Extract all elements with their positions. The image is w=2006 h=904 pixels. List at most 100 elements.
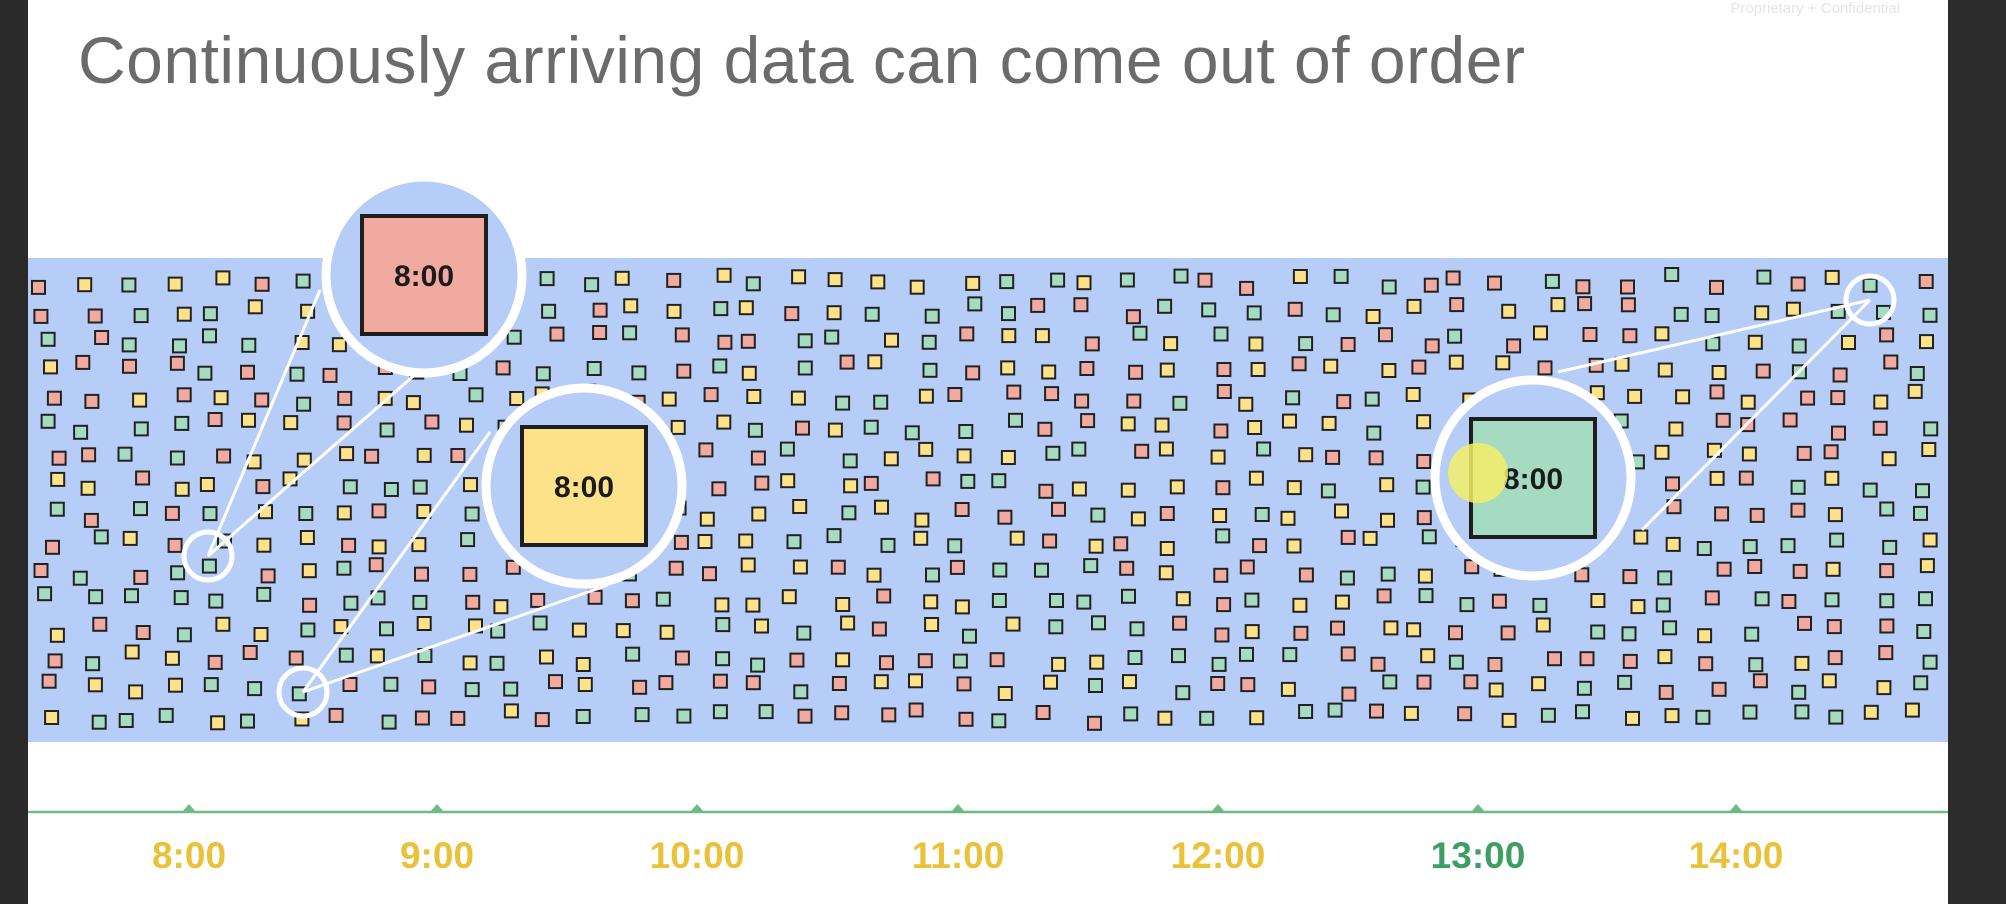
data-element [241,337,257,353]
data-element [1872,420,1888,436]
data-element [493,599,509,615]
zoom-callouts: 8:00 8:00 8:00 [321,172,1636,589]
data-element [921,334,937,350]
data-element [1216,362,1232,377]
data-element [796,625,812,641]
data-element [1076,594,1092,610]
data-element [1621,626,1637,642]
data-element [1250,362,1266,377]
data-element [215,270,231,286]
source-ring [1843,273,1897,327]
data-element [1157,298,1173,314]
data-element [295,273,311,289]
data-element [1550,297,1566,313]
data-element [790,390,806,406]
data-element [577,677,593,692]
data-element [1368,450,1384,466]
data-element [1830,390,1846,406]
data-element [1698,656,1714,672]
data-element [169,450,185,466]
data-element [575,657,591,672]
data-element [1415,479,1431,495]
data-element [1199,710,1215,726]
data-element [241,412,256,428]
data-element [343,595,359,611]
data-element [714,597,730,613]
data-element [328,707,344,723]
data-element [864,306,880,322]
data-element [1383,620,1399,636]
data-element [122,530,138,546]
data-element [991,713,1007,729]
data-element [539,271,555,287]
data-element [1876,680,1892,696]
data-element [747,422,763,438]
data-element [331,337,347,353]
data-element [780,473,796,489]
data-element [1445,270,1461,286]
data-element [789,652,805,668]
data-element [1298,447,1314,463]
tick-mark [1211,804,1225,812]
data-element [216,448,232,464]
data-element [614,270,630,286]
data-element [1913,675,1929,691]
data-element [1664,708,1680,724]
data-element [1087,715,1102,731]
data-element [33,563,49,578]
data-element [462,655,478,671]
data-element [416,616,432,631]
data-element [495,360,511,376]
data-element [1447,328,1463,344]
data-element [135,470,151,486]
data-element [1159,362,1175,378]
data-element [164,650,180,666]
data-element [1714,506,1730,522]
data-element [712,704,728,720]
data-element [1620,279,1635,295]
data-element [1918,591,1933,607]
data-element [339,446,355,462]
data-element [464,682,480,698]
data-element [1464,559,1480,575]
data-element [740,557,756,573]
data-element [698,442,714,458]
data-element [254,392,270,408]
data-element [1369,703,1384,719]
data-element [201,558,217,574]
data-element [1544,273,1560,289]
data-element [1625,710,1640,726]
data-element [240,713,255,729]
data-element [1071,481,1087,497]
data-element [1487,275,1502,291]
data-element [741,365,757,381]
data-element [1119,272,1135,288]
data-element [301,563,317,579]
data-element [1744,626,1760,642]
data-element [1298,704,1314,719]
data-element [571,622,587,638]
data-element [1791,684,1807,700]
data-element [541,303,557,319]
data-element [1050,272,1066,288]
data-element [1292,597,1308,613]
data-element [1287,301,1303,317]
connector-line [206,289,322,557]
data-element [450,448,466,463]
data-element [1416,414,1432,430]
data-element [781,589,797,605]
data-element [168,677,183,693]
data-element [1501,303,1517,319]
data-element [1780,538,1796,554]
data-element [1090,507,1106,523]
data-element [170,565,186,581]
tick-mark [182,804,196,812]
data-element [1879,563,1895,579]
data-element [674,650,690,666]
data-element [623,298,639,314]
data-element [416,504,432,519]
data-element [1248,470,1264,486]
data-element [622,325,638,341]
data-element [1533,325,1548,341]
data-element [296,452,312,468]
